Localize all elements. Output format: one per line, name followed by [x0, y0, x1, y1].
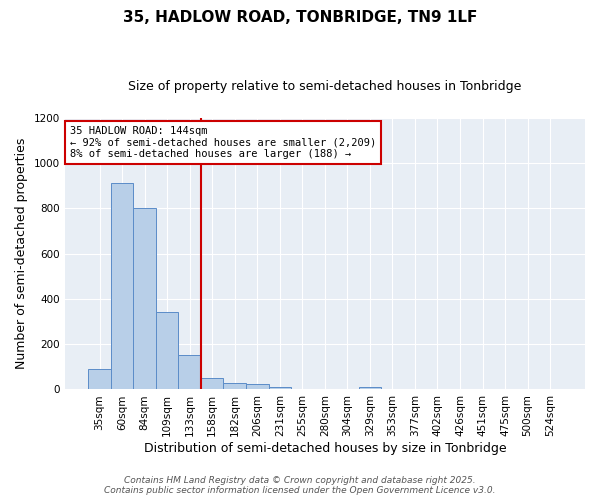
Bar: [111, 184, 133, 390]
Bar: [223, 383, 246, 390]
Bar: [178, 356, 201, 390]
Bar: [156, 312, 178, 390]
Bar: [201, 378, 223, 390]
Title: Size of property relative to semi-detached houses in Tonbridge: Size of property relative to semi-detach…: [128, 80, 521, 93]
Bar: [246, 384, 269, 390]
Y-axis label: Number of semi-detached properties: Number of semi-detached properties: [15, 138, 28, 370]
Bar: [133, 208, 156, 390]
Bar: [359, 387, 381, 390]
X-axis label: Distribution of semi-detached houses by size in Tonbridge: Distribution of semi-detached houses by …: [143, 442, 506, 455]
Text: 35, HADLOW ROAD, TONBRIDGE, TN9 1LF: 35, HADLOW ROAD, TONBRIDGE, TN9 1LF: [123, 10, 477, 25]
Text: Contains HM Land Registry data © Crown copyright and database right 2025.
Contai: Contains HM Land Registry data © Crown c…: [104, 476, 496, 495]
Text: 35 HADLOW ROAD: 144sqm
← 92% of semi-detached houses are smaller (2,209)
8% of s: 35 HADLOW ROAD: 144sqm ← 92% of semi-det…: [70, 126, 376, 159]
Bar: [88, 369, 111, 390]
Bar: [269, 387, 291, 390]
